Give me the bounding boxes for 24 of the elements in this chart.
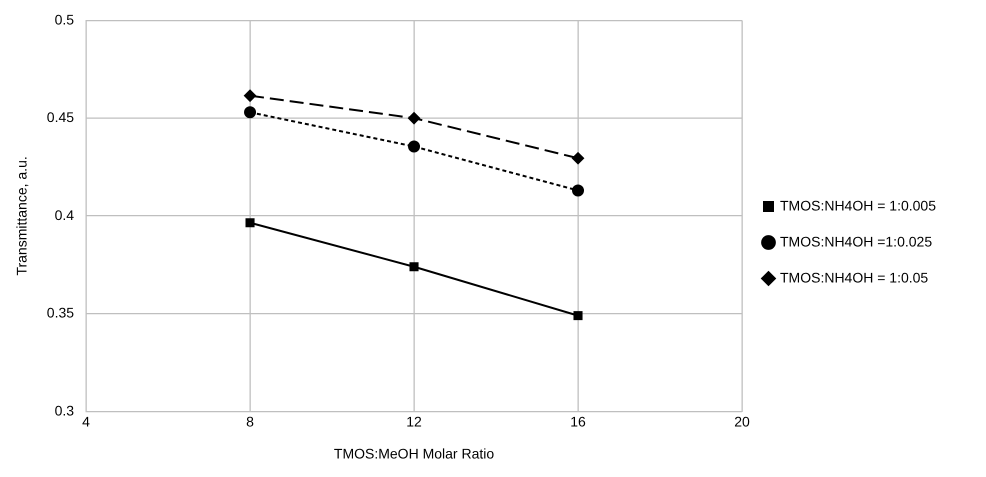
x-tick-label: 12 — [406, 414, 422, 430]
legend-label: TMOS:NH4OH =1:0.025 — [780, 233, 932, 250]
x-tick-label: 4 — [82, 414, 90, 430]
point — [572, 184, 584, 196]
point — [409, 262, 419, 272]
point — [246, 218, 255, 228]
point — [573, 311, 583, 320]
x-axis-title: TMOS:MeOH Molar Ratio — [334, 445, 494, 462]
legend-label: TMOS:NH4OH = 1:0.05 — [780, 269, 928, 286]
legend-label: TMOS:NH4OH = 1:0.005 — [780, 197, 936, 214]
point — [244, 90, 256, 102]
x-tick-label: 8 — [246, 414, 254, 430]
y-tick-label: 0.4 — [54, 206, 74, 223]
x-tick-label: 20 — [734, 414, 750, 430]
y-tick-label: 0.3 — [54, 402, 74, 418]
y-tick-label: 0.45 — [46, 109, 74, 126]
point — [244, 106, 256, 118]
point — [572, 152, 584, 164]
point — [408, 112, 420, 124]
point — [408, 140, 420, 152]
y-tick-label: 0.35 — [46, 304, 74, 321]
y-tick-label: 0.5 — [54, 11, 74, 28]
y-axis-title: Transmittance, a.u. — [13, 156, 30, 276]
x-tick-label: 16 — [570, 414, 586, 430]
